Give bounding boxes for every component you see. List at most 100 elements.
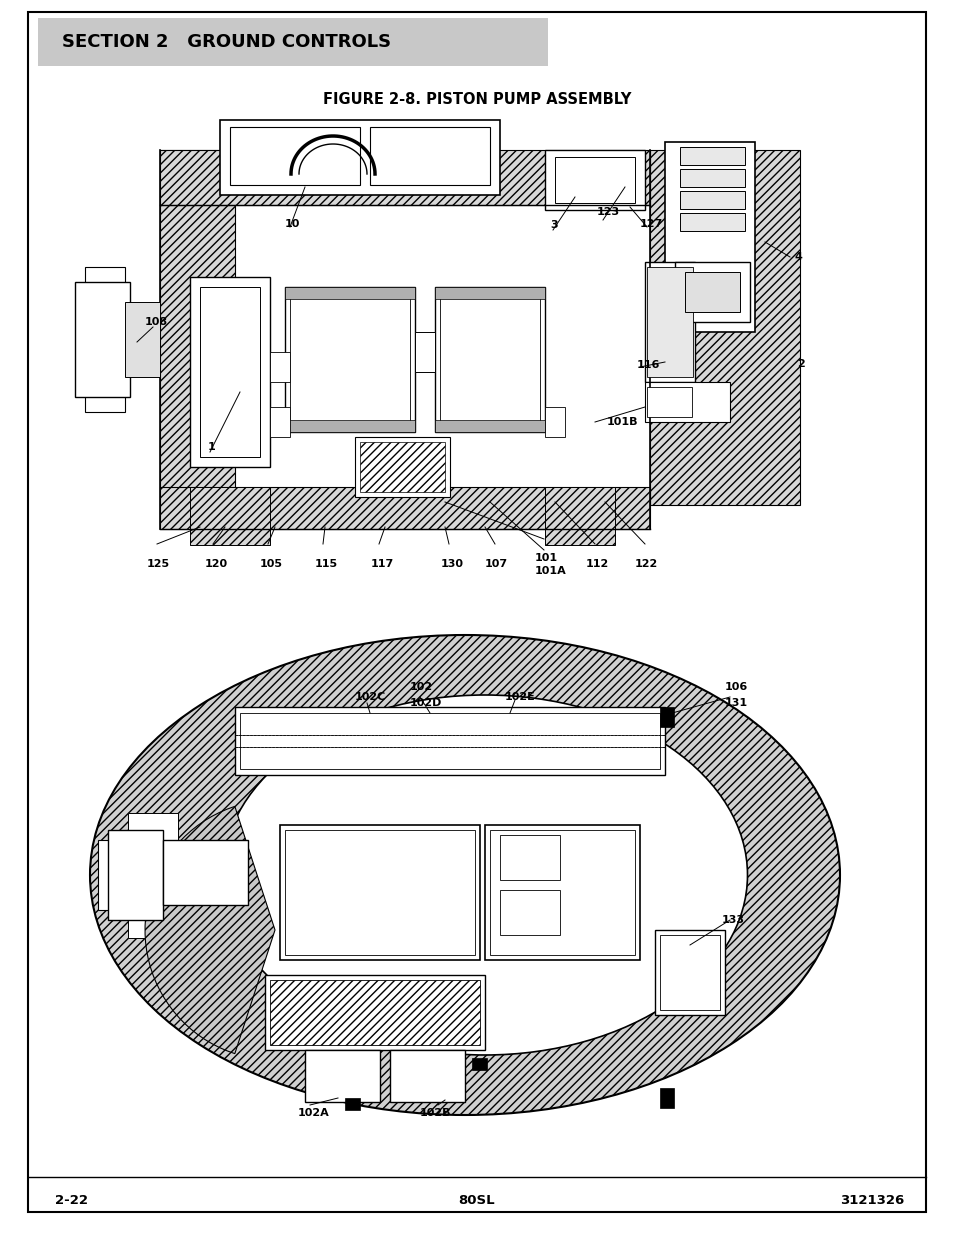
Polygon shape	[98, 840, 143, 910]
Text: FIGURE 2-8. PISTON PUMP ASSEMBLY: FIGURE 2-8. PISTON PUMP ASSEMBLY	[322, 93, 631, 107]
Polygon shape	[280, 825, 479, 960]
Polygon shape	[160, 149, 649, 205]
Text: 1: 1	[208, 442, 215, 452]
Polygon shape	[285, 420, 415, 432]
Polygon shape	[75, 112, 884, 567]
Text: 117: 117	[371, 559, 394, 569]
Polygon shape	[644, 262, 695, 382]
Text: 122: 122	[635, 559, 658, 569]
Polygon shape	[435, 420, 544, 432]
Text: 102E: 102E	[504, 692, 536, 701]
Polygon shape	[305, 1050, 379, 1102]
Polygon shape	[499, 890, 559, 935]
Polygon shape	[655, 930, 724, 1015]
Polygon shape	[679, 147, 744, 165]
Text: 101A: 101A	[535, 566, 566, 576]
Polygon shape	[435, 287, 544, 432]
Polygon shape	[108, 830, 163, 920]
Text: 10: 10	[285, 219, 300, 228]
Polygon shape	[490, 830, 635, 955]
Text: 2: 2	[796, 359, 804, 369]
Polygon shape	[240, 713, 659, 769]
Polygon shape	[555, 157, 635, 203]
Polygon shape	[145, 806, 274, 1053]
Polygon shape	[160, 149, 234, 525]
Polygon shape	[38, 19, 547, 65]
Polygon shape	[290, 291, 410, 427]
Polygon shape	[160, 487, 649, 529]
Text: 123: 123	[597, 207, 619, 217]
Polygon shape	[285, 287, 415, 432]
Polygon shape	[484, 825, 639, 960]
Text: 102: 102	[410, 682, 433, 692]
Text: 102A: 102A	[297, 1108, 330, 1118]
Polygon shape	[679, 212, 744, 231]
Text: 120: 120	[205, 559, 228, 569]
Polygon shape	[230, 127, 359, 185]
Polygon shape	[285, 287, 415, 299]
Text: 3121326: 3121326	[839, 1193, 903, 1207]
Text: 127: 127	[639, 219, 662, 228]
Text: 102D: 102D	[410, 698, 442, 708]
Polygon shape	[163, 840, 248, 905]
Text: 102B: 102B	[419, 1108, 451, 1118]
Polygon shape	[649, 149, 800, 505]
Text: 116: 116	[637, 359, 659, 370]
Polygon shape	[679, 169, 744, 186]
Polygon shape	[472, 1058, 486, 1070]
Polygon shape	[544, 408, 564, 437]
Polygon shape	[75, 282, 130, 396]
Polygon shape	[659, 706, 673, 727]
Polygon shape	[644, 382, 729, 422]
Polygon shape	[684, 272, 740, 312]
Polygon shape	[270, 352, 290, 382]
Polygon shape	[646, 267, 692, 377]
Polygon shape	[499, 835, 559, 881]
Polygon shape	[659, 935, 720, 1010]
Polygon shape	[345, 1098, 359, 1110]
Text: 3: 3	[550, 220, 558, 230]
Text: 101: 101	[535, 553, 558, 563]
Polygon shape	[646, 387, 691, 417]
Text: 131: 131	[724, 698, 747, 708]
Polygon shape	[200, 287, 260, 457]
Polygon shape	[544, 487, 615, 545]
Text: 102C: 102C	[355, 692, 386, 701]
Text: 115: 115	[314, 559, 337, 569]
Polygon shape	[220, 120, 499, 195]
Text: 101B: 101B	[606, 417, 638, 427]
Polygon shape	[270, 408, 290, 437]
Text: 107: 107	[484, 559, 508, 569]
Polygon shape	[359, 442, 444, 492]
Polygon shape	[370, 127, 490, 185]
Polygon shape	[125, 303, 160, 377]
Polygon shape	[355, 437, 450, 496]
Text: 112: 112	[585, 559, 609, 569]
Text: 105: 105	[260, 559, 283, 569]
Text: 4: 4	[794, 252, 802, 262]
Polygon shape	[190, 487, 270, 545]
Polygon shape	[415, 332, 435, 372]
Polygon shape	[85, 267, 125, 412]
Polygon shape	[679, 191, 744, 209]
Polygon shape	[435, 287, 544, 299]
Ellipse shape	[90, 635, 840, 1115]
Polygon shape	[664, 142, 754, 332]
Polygon shape	[675, 262, 749, 322]
Polygon shape	[28, 12, 925, 1212]
Polygon shape	[270, 981, 479, 1045]
Text: 133: 133	[721, 915, 744, 925]
Polygon shape	[439, 291, 539, 427]
Polygon shape	[190, 277, 270, 467]
Polygon shape	[285, 830, 475, 955]
Text: 125: 125	[147, 559, 170, 569]
Text: 108: 108	[145, 317, 168, 327]
Text: 80SL: 80SL	[458, 1193, 495, 1207]
Polygon shape	[234, 706, 664, 776]
Polygon shape	[390, 1050, 464, 1102]
Polygon shape	[128, 813, 178, 939]
Text: 130: 130	[440, 559, 463, 569]
Polygon shape	[544, 149, 644, 210]
Text: SECTION 2   GROUND CONTROLS: SECTION 2 GROUND CONTROLS	[62, 33, 391, 51]
Polygon shape	[659, 1088, 673, 1108]
